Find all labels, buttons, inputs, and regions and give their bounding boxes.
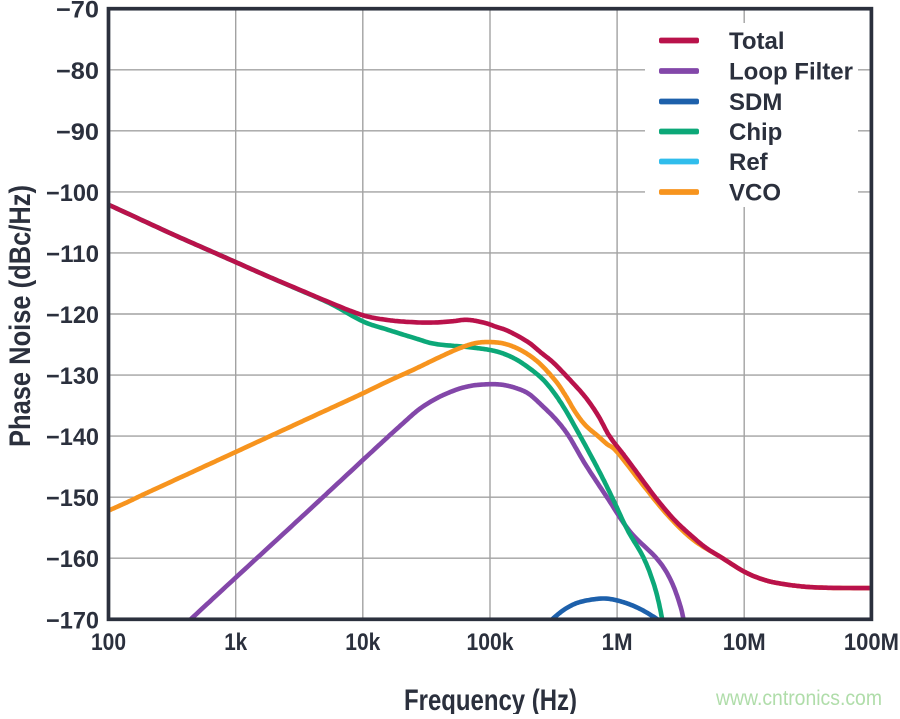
svg-text:10k: 10k (345, 629, 381, 656)
svg-text:−80: −80 (56, 58, 99, 85)
svg-text:1k: 1k (224, 629, 248, 656)
svg-text:10M: 10M (723, 629, 766, 656)
svg-text:−90: −90 (56, 119, 99, 146)
svg-text:Phase Noise (dBc/Hz): Phase Noise (dBc/Hz) (4, 185, 37, 447)
svg-text:100k: 100k (467, 629, 515, 656)
svg-text:Loop Filter: Loop Filter (729, 59, 853, 86)
svg-text:100: 100 (91, 629, 126, 656)
svg-text:Total: Total (729, 28, 785, 55)
svg-text:www.cntronics.com: www.cntronics.com (715, 687, 882, 710)
svg-text:−150: −150 (46, 485, 99, 512)
svg-text:−170: −170 (46, 607, 99, 634)
svg-text:−160: −160 (46, 546, 99, 573)
svg-text:Ref: Ref (729, 149, 769, 176)
svg-text:Chip: Chip (729, 119, 782, 146)
svg-text:1M: 1M (602, 629, 633, 656)
svg-text:−120: −120 (46, 302, 99, 329)
svg-text:−140: −140 (46, 424, 99, 451)
svg-text:100M: 100M (844, 629, 899, 656)
svg-text:−70: −70 (56, 0, 99, 24)
svg-text:−130: −130 (46, 363, 99, 390)
svg-text:VCO: VCO (729, 180, 781, 207)
svg-text:−100: −100 (46, 180, 99, 207)
svg-text:Frequency (Hz): Frequency (Hz) (404, 684, 577, 714)
svg-text:SDM: SDM (729, 89, 782, 116)
svg-text:−110: −110 (46, 241, 99, 268)
